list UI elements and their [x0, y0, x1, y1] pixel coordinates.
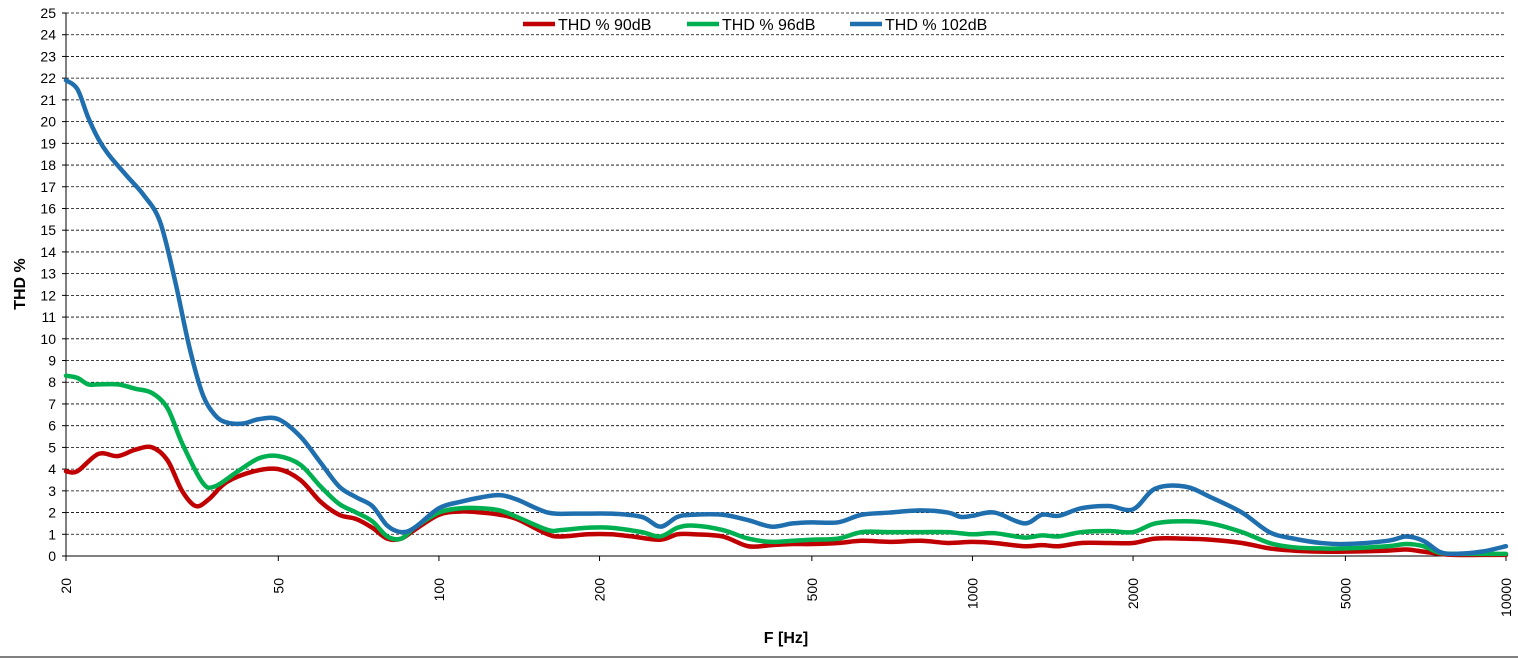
y-tick-label: 15 — [40, 222, 56, 238]
x-tick-label: 20 — [58, 578, 74, 594]
x-axis-title: F [Hz] — [764, 630, 808, 647]
y-tick-label: 23 — [40, 48, 56, 64]
y-tick-label: 16 — [40, 200, 56, 216]
x-tick-label: 1000 — [964, 578, 980, 609]
y-tick-label: 5 — [48, 439, 56, 455]
y-tick-label: 7 — [48, 396, 56, 412]
gridlines — [66, 12, 1506, 535]
x-tick-label: 500 — [804, 578, 820, 602]
series-line-3 — [63, 78, 1509, 557]
x-tick-label: 50 — [270, 578, 286, 594]
y-tick-label: 8 — [48, 374, 56, 390]
y-tick-label: 20 — [40, 114, 56, 130]
y-tick-label: 21 — [40, 92, 56, 108]
series-line-2 — [63, 373, 1509, 557]
y-tick-label: 12 — [40, 287, 56, 303]
x-tick-label: 200 — [592, 578, 608, 602]
y-tick-label: 10 — [40, 331, 56, 347]
series-line-1 — [63, 444, 1509, 558]
y-tick-label: 2 — [48, 505, 56, 521]
series-lines — [63, 78, 1509, 558]
legend: THD % 90dB THD % 96dB THD % 102dB — [523, 17, 987, 34]
axes — [65, 13, 1506, 557]
y-tick-label: 11 — [41, 309, 56, 325]
x-tick-label: 5000 — [1337, 578, 1353, 609]
legend-label: THD % 102dB — [885, 17, 987, 34]
x-tick-label: 100 — [431, 578, 447, 602]
y-tick-label: 19 — [40, 135, 56, 151]
y-tick-label: 24 — [40, 27, 56, 43]
y-tick-label: 14 — [40, 244, 56, 260]
x-tick-label: 2000 — [1125, 578, 1141, 609]
y-tick-label: 25 — [40, 5, 56, 21]
y-tick-label: 17 — [40, 179, 56, 195]
y-tick-label: 9 — [48, 353, 56, 369]
y-tick-label: 6 — [48, 418, 56, 434]
x-tick-label: 10000 — [1498, 578, 1514, 617]
x-tick-labels: 20 50 100 200 500 1000 2000 5000 10000 — [58, 556, 1514, 617]
y-tick-labels: 0123456789101112131415161718192021222324… — [40, 5, 66, 564]
y-tick-label: 1 — [48, 526, 56, 542]
y-tick-label: 0 — [48, 548, 56, 564]
y-axis-title: THD % — [12, 258, 29, 310]
legend-label: THD % 90dB — [558, 17, 651, 34]
y-tick-label: 18 — [40, 157, 56, 173]
y-tick-label: 13 — [40, 266, 56, 282]
y-tick-label: 4 — [48, 461, 56, 477]
y-tick-label: 3 — [48, 483, 56, 499]
y-tick-label: 22 — [40, 70, 56, 86]
legend-label: THD % 96dB — [722, 17, 815, 34]
